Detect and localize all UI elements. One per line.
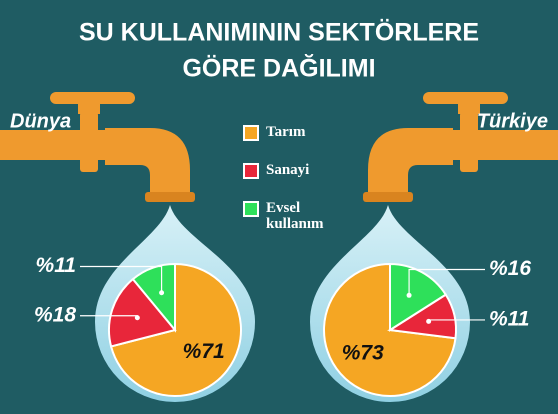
title: SU KULLANIMININ SEKTÖRLERE — [79, 18, 479, 47]
leader-dot — [159, 290, 165, 296]
legend-label: Sanayi — [266, 162, 310, 178]
leader-dot — [134, 315, 140, 321]
legend-swatch — [243, 125, 259, 141]
legend-swatch — [243, 163, 259, 179]
leader-dot — [406, 292, 412, 298]
title: GÖRE DAĞILIMI — [182, 54, 375, 83]
legend-label: Evsel kullanım — [266, 200, 324, 232]
value-label: %73 — [342, 342, 384, 365]
leader-line — [80, 265, 163, 293]
value-label: %11 — [489, 307, 529, 330]
value-label: %16 — [489, 257, 531, 280]
faucet-right — [363, 92, 558, 202]
value-label: %71 — [183, 340, 225, 363]
pie-slice — [108, 277, 177, 348]
leader-dot — [426, 318, 432, 324]
series-name: Dünya — [10, 110, 71, 132]
leader-line — [408, 268, 485, 296]
value-label: %18 — [34, 303, 76, 326]
series-name: Türkiye — [477, 110, 548, 132]
pie-slice — [131, 262, 176, 333]
legend-label: Tarım — [266, 124, 306, 140]
legend-swatch — [243, 201, 259, 217]
faucet-left — [0, 92, 195, 202]
value-label: %11 — [36, 254, 76, 277]
pie-slice — [389, 262, 448, 332]
